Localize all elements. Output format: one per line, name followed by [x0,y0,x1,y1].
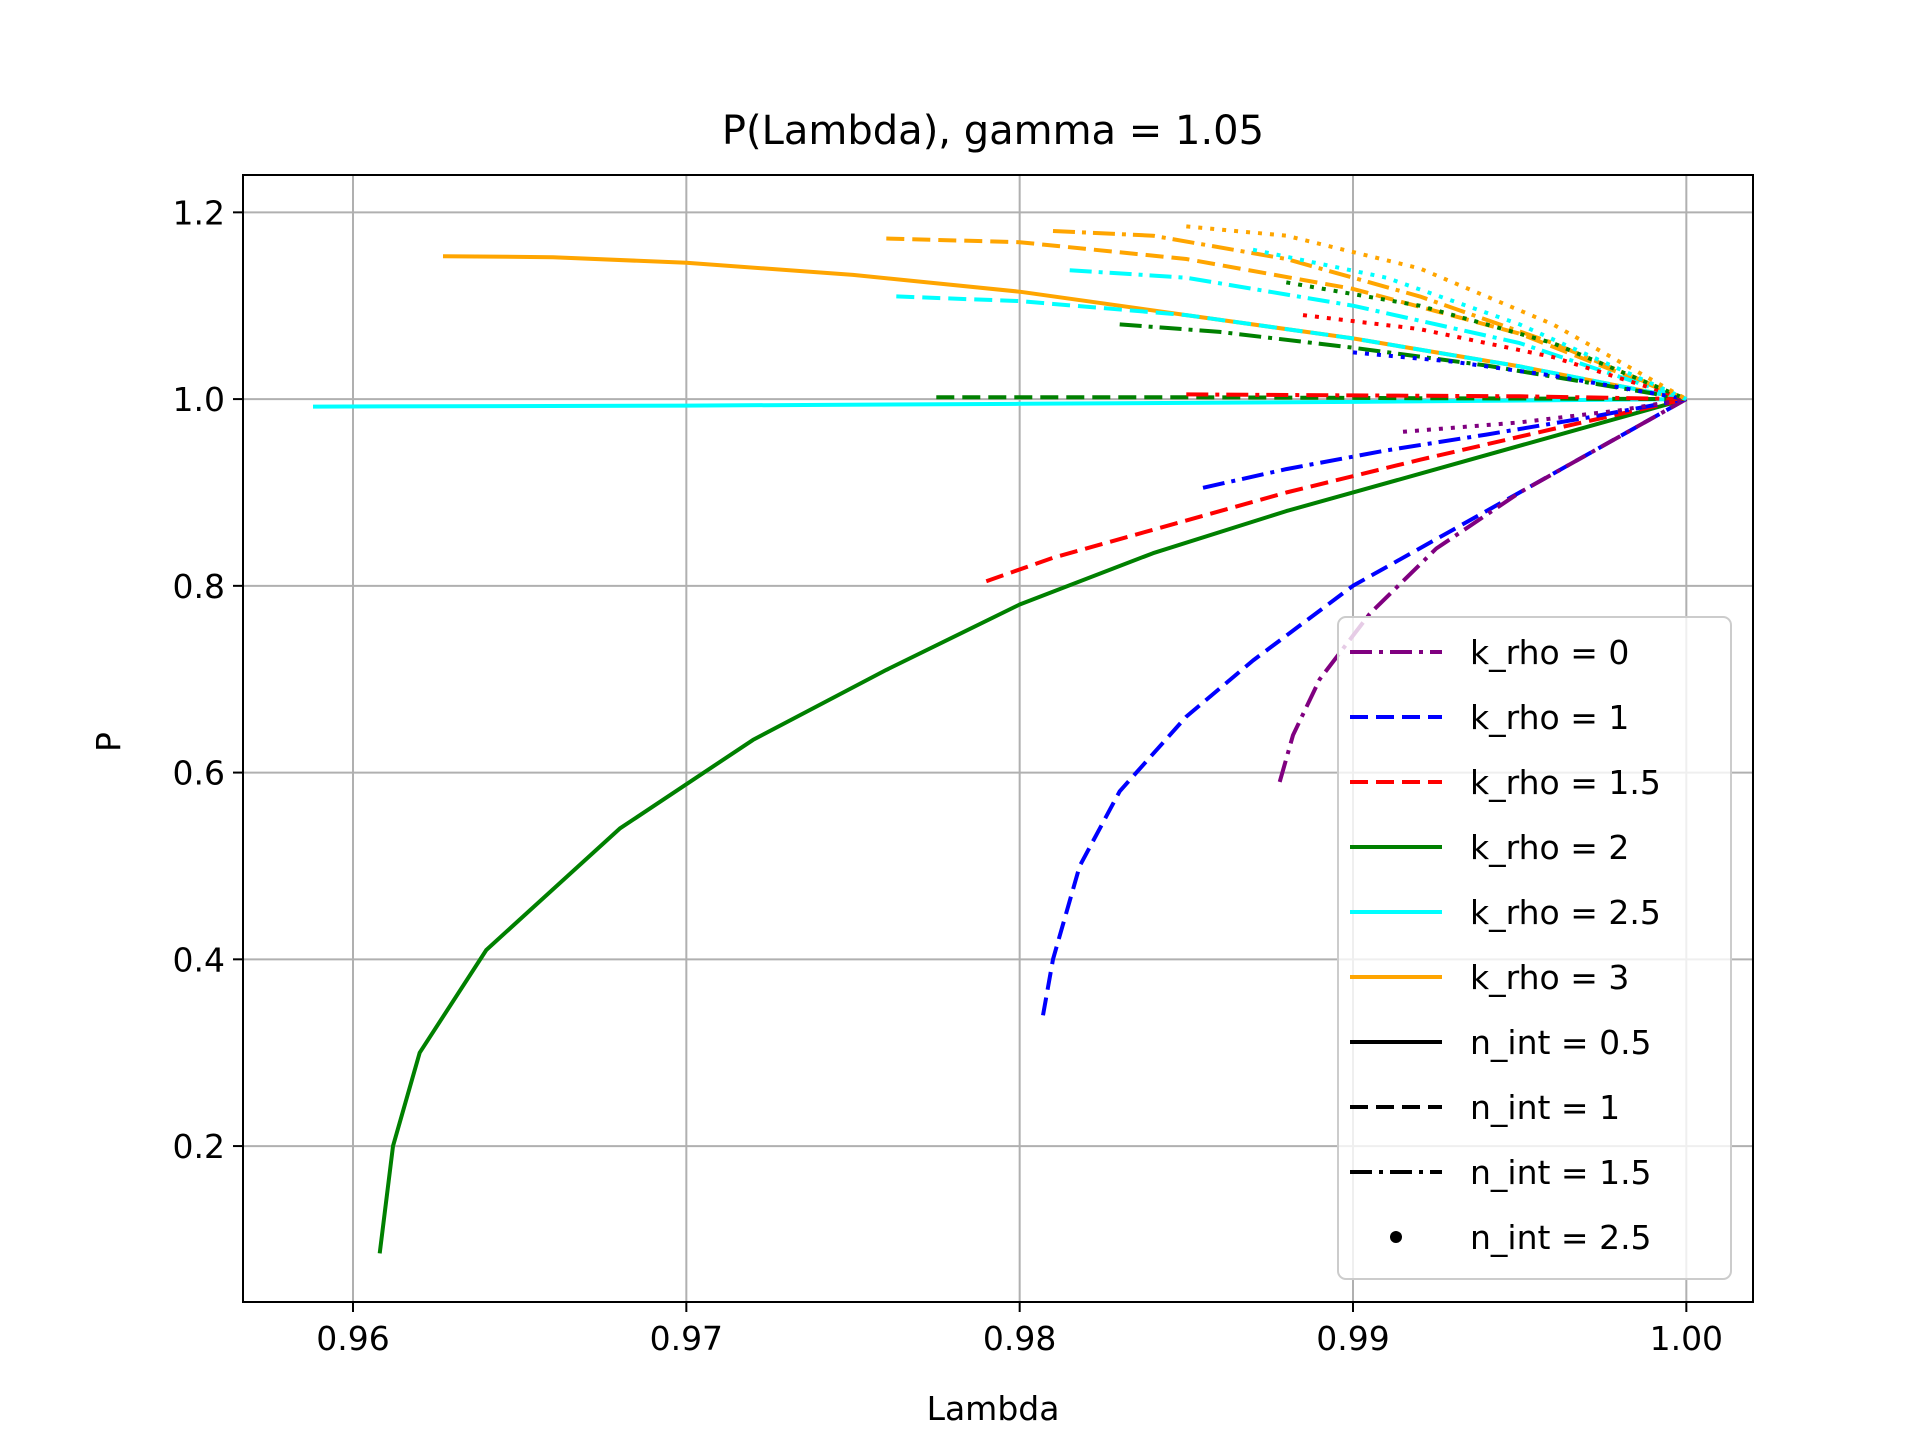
y-tick-label: 0.6 [173,754,225,793]
series-line-krho-3-nint-1 [886,236,1688,401]
series-line-krho-1_5-nint-1 [985,397,1687,584]
series-line-krho-1-nint-1_5 [1202,397,1687,490]
legend-label: n_int = 1 [1470,1088,1620,1127]
axis-ticks: 0.96 0.97 0.98 0.99 1.00 0.2 0.4 0.6 0.8 1.0 1.2 [173,193,1724,1358]
y-tick-label: 1.0 [173,380,225,419]
series-line-krho-3-nint-1_5 [1052,229,1688,401]
legend-label: k_rho = 3 [1470,958,1629,997]
legend-label: n_int = 1.5 [1470,1153,1652,1192]
y-tick-label: 0.2 [173,1127,225,1166]
series-line-krho-2_5-nint-1 [896,294,1687,402]
series-line-krho-3-nint-0_5 [442,254,1687,402]
x-tick-label: 0.96 [316,1319,389,1358]
x-tick-label: 1.00 [1650,1319,1723,1358]
plot-area-frame [242,174,1754,1303]
legend-label: k_rho = 1.5 [1470,763,1661,802]
y-tick-label: 0.8 [173,567,225,606]
legend-label: n_int = 0.5 [1470,1023,1652,1062]
legend-label: k_rho = 1 [1470,698,1629,737]
y-axis-label: P [89,732,128,752]
series-line-krho-2_5-nint-2_5 [1252,247,1688,401]
chart-title: P(Lambda), gamma = 1.05 [722,108,1264,154]
series-line-krho-1-nint-2_5 [1352,350,1687,402]
legend-label: n_int = 2.5 [1470,1218,1652,1257]
series-lines [312,224,1688,1254]
legend-swatch [1390,1231,1402,1243]
series-line-krho-2_5-nint-1_5 [1069,268,1687,401]
series-line-krho-0-nint-1_5 [1277,397,1688,783]
y-tick-label: 0.4 [173,940,225,979]
legend: k_rho = 0 k_rho = 1 k_rho = 1.5 k_rho = 2 k_… [1337,616,1732,1280]
x-tick-label: 0.98 [983,1319,1056,1358]
series-line-krho-3-nint-2_5 [1186,224,1688,401]
x-tick-label: 0.99 [1316,1319,1389,1358]
series-line-krho-2-nint-1 [936,395,1687,402]
series-line-krho-2-nint-0_5 [377,397,1687,1254]
series-line-krho-1_5-nint-1_5 [1186,392,1687,402]
x-axis-label: Lambda [927,1389,1060,1428]
series-line-krho-2-nint-2_5 [1285,280,1688,401]
y-tick-label: 1.2 [173,193,225,232]
x-tick-label: 0.97 [650,1319,723,1358]
legend-label: k_rho = 0 [1470,633,1629,672]
legend-label: k_rho = 2.5 [1470,893,1661,932]
series-line-krho-2_5-nint-0_5 [312,397,1687,409]
legend-label: k_rho = 2 [1470,828,1629,867]
